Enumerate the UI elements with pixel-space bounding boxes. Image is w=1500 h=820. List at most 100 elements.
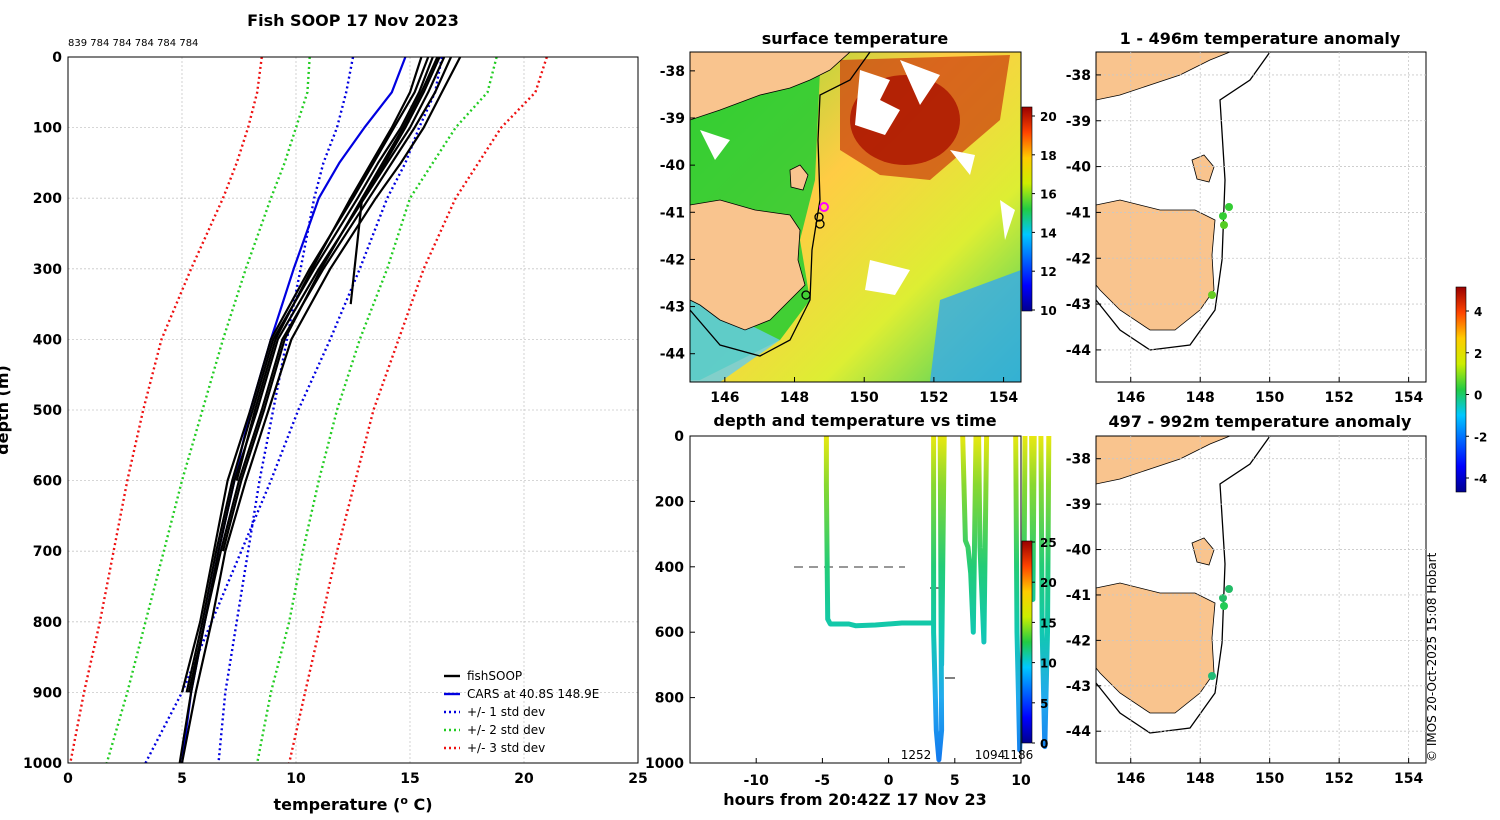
sst-colorbar [1021,106,1033,312]
fishsoop-profile-line [180,56,462,764]
depth-time-ticks: -10 -5 0 5 10 0 200 400 600 800 1000 [645,429,1031,789]
anomaly-deep-flinders-island [1191,537,1215,566]
map-ytick-label: -41 [1066,588,1091,604]
std3-upper-line [288,56,548,764]
map-ytick-label: -40 [1066,543,1092,559]
colorbar-tick-label: 20 [1040,576,1057,590]
sst-cool-east [930,270,1021,382]
profile-ticks: 0 5 10 15 20 25 0 100 200 300 400 500 600 700 800 900 10… [23,50,648,787]
sst-profile-marker [801,290,811,300]
depth-time-ytick-label: 400 [655,560,684,576]
map-ytick-label: -38 [660,64,685,80]
map-ytick-label: -39 [1066,497,1091,513]
map-xtick-label: 148 [1186,771,1215,787]
depth-time-ytick-label: 200 [655,494,684,510]
map-xtick-label: 150 [1255,390,1284,406]
profile-ytick-label: 100 [33,121,62,137]
profile-title: Fish SOOP 17 Nov 2023 [247,11,459,30]
fishsoop-profile-line [185,56,434,693]
map-xtick-label: 148 [780,390,809,406]
fishsoop-short-profile-line [349,56,439,305]
std3-lower-line [69,56,263,764]
profile-ytick-label: 200 [33,191,62,207]
depth-time-panel: depth and temperature vs time -10 -5 0 5 100… [645,411,1057,809]
profile-ytick-label: 1000 [23,756,62,772]
map-ytick-label: -44 [660,347,686,363]
profile-xtick-label: 0 [63,771,73,787]
anomaly-deep-axes-frame [1095,435,1427,764]
legend-label: +/- 1 std dev [467,705,545,719]
sst-colorbar-ticks: 20 18 16 14 12 10 [1032,110,1057,318]
profile-ylabel: depth (m) [0,365,12,455]
map-xtick-label: 152 [1325,771,1354,787]
profile-ytick-label: 500 [33,403,62,419]
legend-label: CARS at 40.8S 148.9E [467,687,599,701]
sst-map [690,52,1021,382]
anomaly-colorbar [1455,286,1467,493]
fishsoop-profile-line [180,56,430,693]
anomaly-deep-marker [1208,672,1216,680]
map-ytick-label: -38 [1066,68,1091,84]
profile-xtick-label: 20 [514,771,534,787]
trace-dive-c [976,435,990,645]
depth-time-colorbar [1021,540,1033,744]
profile-label-1252: 1252 [901,748,932,762]
profile-ytick-label: 600 [33,474,62,490]
anomaly-shallow-flinders-island [1191,154,1215,183]
map-xtick-label: 148 [1186,390,1215,406]
sst-panel: surface temperature 146 148 150 152 154 -38 -3… [660,29,1057,406]
colorbar-tick-label: 10 [1040,304,1057,318]
anomaly-shallow-marker [1220,221,1228,229]
colorbar-tick-label: 2 [1474,347,1482,361]
profile-ytick-label: 300 [33,262,62,278]
map-ytick-label: -43 [1066,679,1091,695]
anomaly-deep-marker [1220,602,1228,610]
map-ytick-label: -41 [660,205,685,221]
map-ytick-label: -42 [660,252,685,268]
anomaly-shallow-mainland [1096,52,1231,101]
profile-panel: Fish SOOP 17 Nov 2023 839 784 784 784 78… [0,11,648,814]
colorbar-tick-label: -4 [1474,472,1487,486]
colorbar-tick-label: 12 [1040,265,1057,279]
anomaly-shallow-tasmania [1096,199,1216,331]
std2-lower-line [105,56,311,764]
anomaly-deep-tasmania [1096,582,1216,714]
colorbar-tick-label: 4 [1474,305,1482,319]
anomaly-shallow-axes-frame [1095,51,1427,383]
depth-time-xtick-label: -10 [744,773,770,789]
depth-time-axes-frame [689,435,1022,764]
profile-ytick-label: 900 [33,685,62,701]
map-ytick-label: -40 [660,158,686,174]
depth-time-xtick-label: 10 [1011,773,1031,789]
profile-xtick-label: 5 [177,771,187,787]
anomaly-shallow-shelf-contour [1096,52,1271,351]
depth-time-ytick-label: 800 [655,691,684,707]
colorbar-tick-label: -2 [1474,430,1487,444]
depth-time-ytick-label: 0 [674,429,684,445]
profile-label-1094: 1094 [975,748,1006,762]
sst-tasmania [690,199,806,331]
map-xtick-label: 150 [850,390,879,406]
colorbar-tick-label: 14 [1040,226,1057,240]
profile-xtick-label: 10 [286,771,306,787]
anomaly-map-deep: 497 - 992m temperature anomaly 146 148 150… [1066,412,1427,787]
std1-lower-line [217,56,355,764]
sst-title: surface temperature [762,29,949,48]
colorbar-tick-label: 10 [1040,657,1057,671]
map-xtick-label: 146 [1116,390,1145,406]
anomaly-map-shallow: 1 - 496m temperature anomaly 146 148 150 15… [1066,29,1427,406]
colorbar-tick-label: 15 [1040,616,1057,630]
depth-time-xtick-label: 5 [950,773,960,789]
map-xtick-label: 150 [1255,771,1284,787]
anomaly-deep-mainland [1096,436,1231,485]
fishsoop-profile-line [221,56,441,552]
legend-label: +/- 2 std dev [467,723,545,737]
anomaly-deep-ticks: 146 148 150 152 154 -38 -39 -40 -41 -42 -43 -44 [1066,436,1426,787]
map-xtick-label: 146 [710,390,739,406]
colorbar-tick-label: 16 [1040,188,1057,202]
anomaly-shallow-marker [1208,291,1216,299]
fishsoop-profile-line [235,56,423,481]
anomaly-shallow-ticks: 146 148 150 152 154 -38 -39 -40 -41 -42 -43 -44 [1066,52,1426,406]
profile-ytick-label: 400 [33,332,62,348]
